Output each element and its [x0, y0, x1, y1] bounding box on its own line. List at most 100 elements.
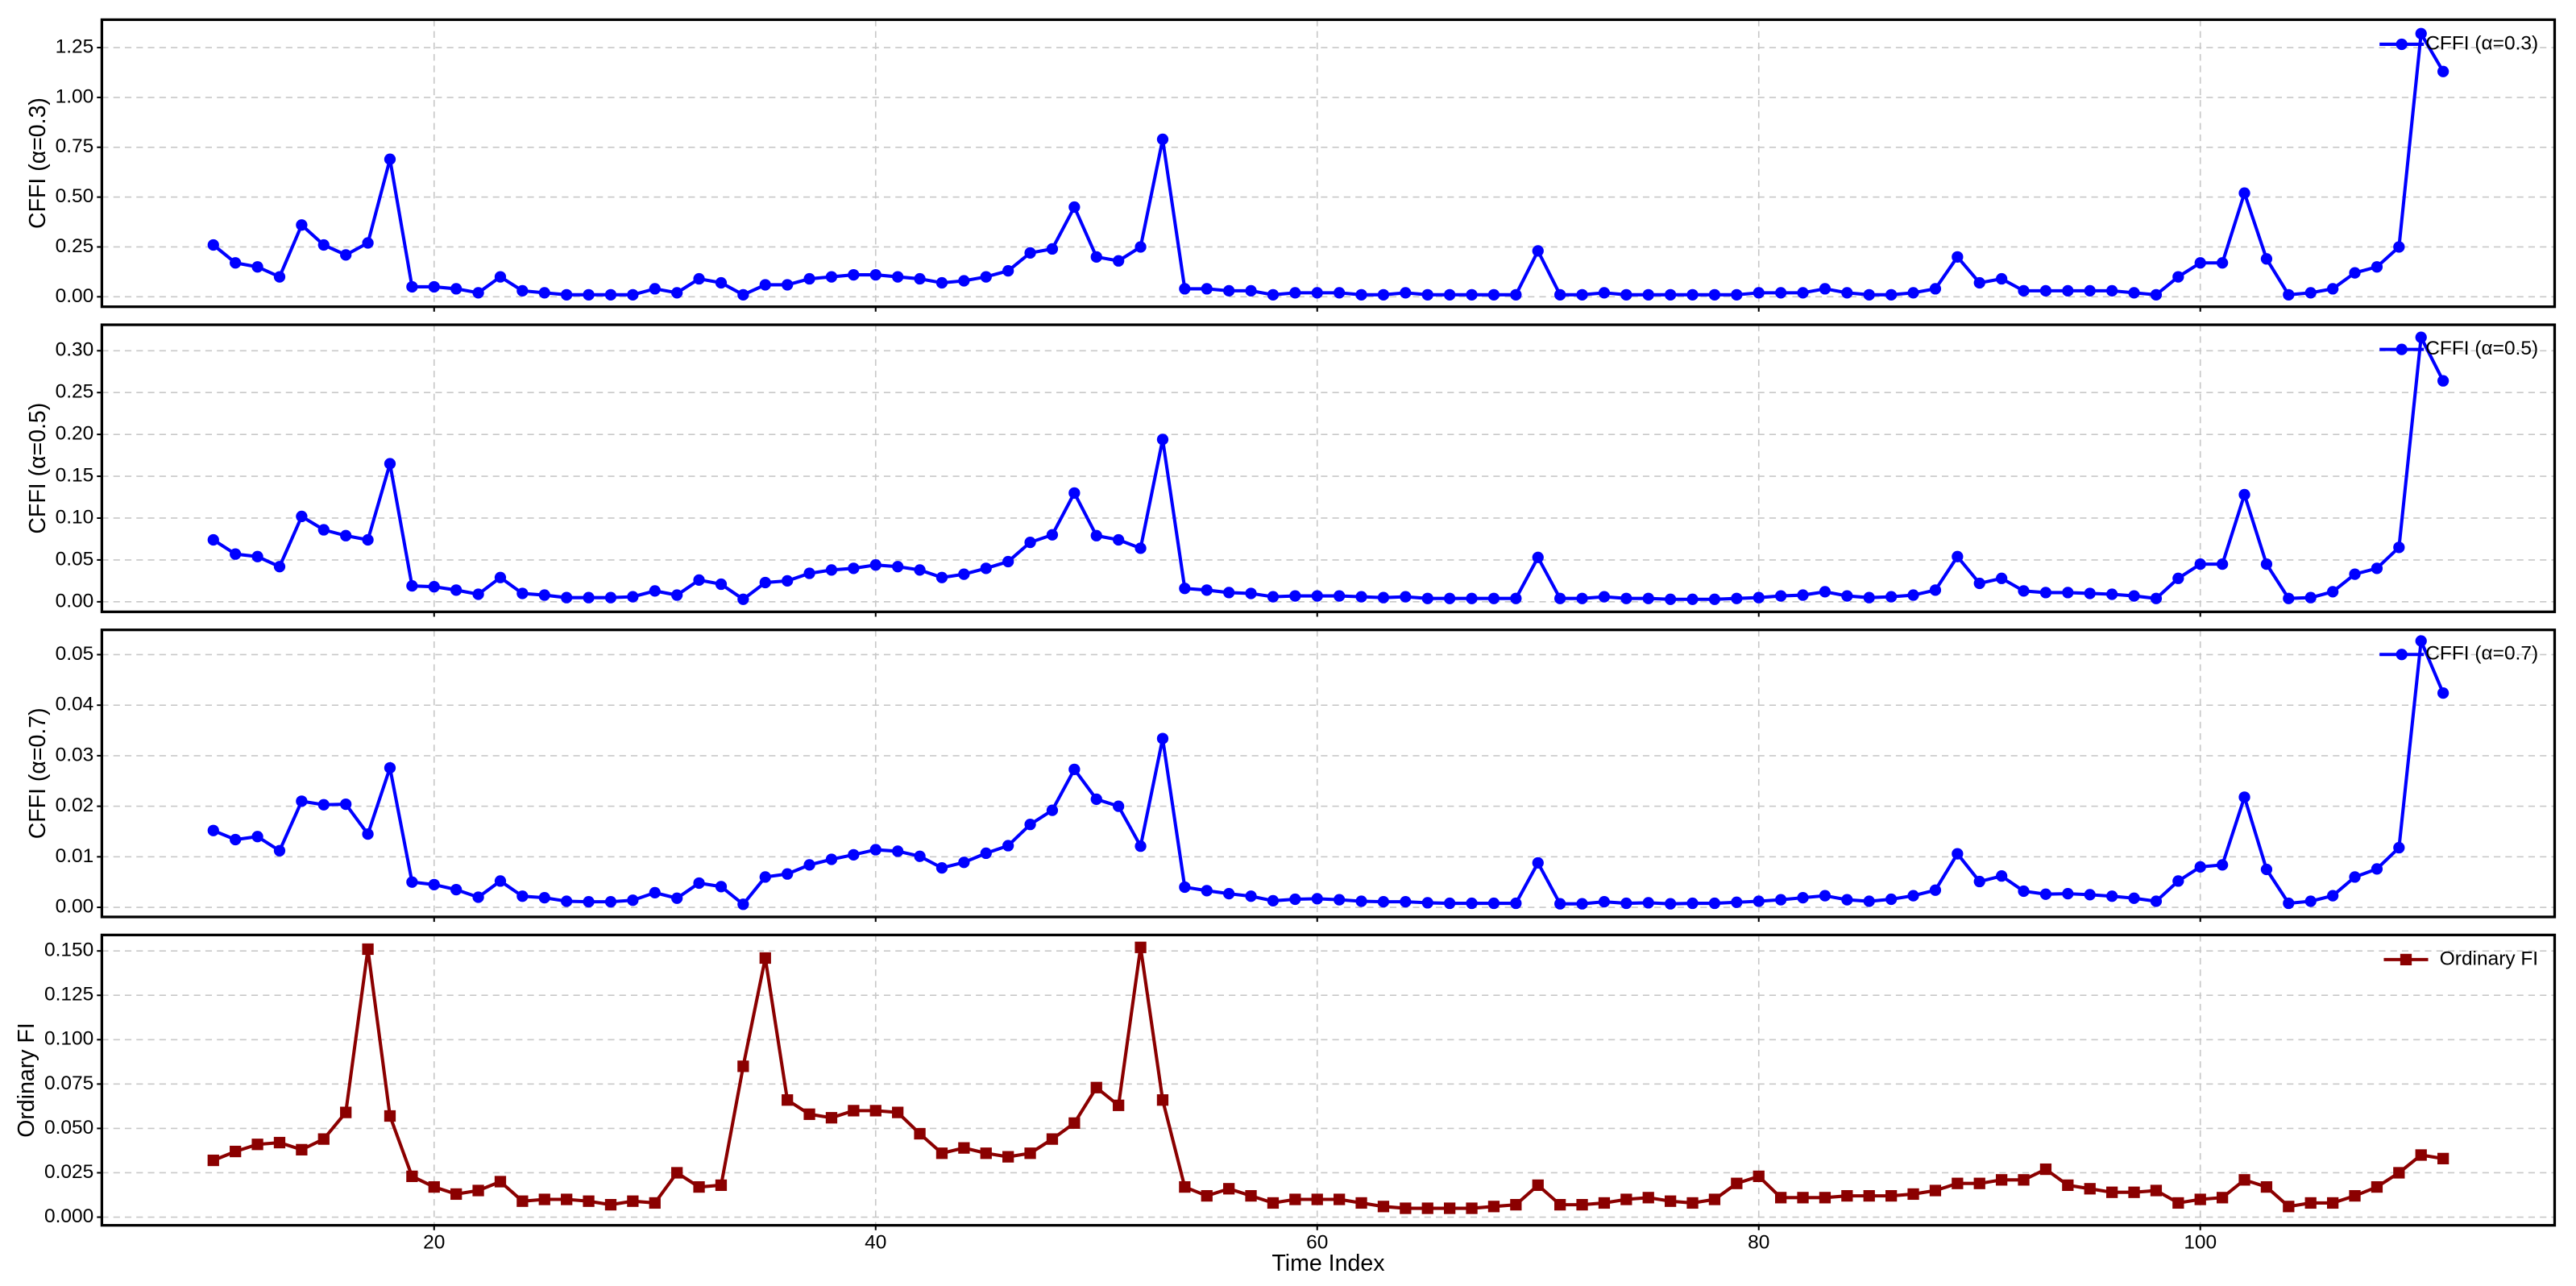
marker: [715, 1179, 728, 1192]
marker: [1973, 875, 1985, 888]
marker: [1598, 287, 1611, 299]
marker: [296, 219, 308, 231]
marker: [1797, 1192, 1809, 1204]
marker: [538, 589, 550, 601]
marker: [2039, 284, 2052, 297]
marker: [1708, 593, 1721, 605]
marker: [1863, 591, 1875, 604]
marker: [1996, 1174, 2008, 1186]
marker: [538, 1193, 550, 1205]
marker: [693, 574, 705, 586]
marker: [2150, 288, 2163, 301]
marker: [1708, 897, 1721, 910]
axes-frame: [100, 18, 2557, 309]
x-tick-label: 60: [1306, 1232, 1328, 1254]
marker: [1113, 800, 1125, 812]
y-tick-label: 0.10: [56, 506, 94, 528]
y-tick-label: 0.05: [56, 643, 94, 665]
marker: [1576, 288, 1588, 301]
marker: [2349, 1189, 2361, 1202]
marker: [2415, 1149, 2427, 1161]
marker: [980, 271, 992, 283]
marker: [1665, 1195, 1677, 1207]
marker: [825, 1112, 838, 1124]
marker: [935, 862, 948, 874]
marker: [2084, 587, 2096, 599]
marker: [693, 272, 705, 285]
marker: [1797, 892, 1809, 904]
marker: [2283, 592, 2295, 604]
marker: [2172, 875, 2184, 887]
y-tick-label: 0.15: [56, 465, 94, 487]
marker: [1665, 898, 1677, 910]
marker: [516, 587, 529, 599]
x-tick-label: 100: [2184, 1232, 2217, 1254]
marker: [494, 1176, 507, 1188]
y-axis-label: CFFI (α=0.3): [25, 97, 51, 229]
marker: [1642, 592, 1654, 604]
marker: [1532, 1179, 1544, 1192]
marker: [782, 575, 794, 587]
y-tick-label: 0.50: [56, 185, 94, 207]
marker: [1002, 840, 1014, 852]
marker: [2349, 871, 2361, 883]
marker: [935, 276, 948, 289]
marker: [406, 876, 418, 888]
marker: [1466, 1202, 1478, 1214]
marker: [1598, 591, 1611, 603]
marker: [1267, 591, 1280, 603]
y-tick-label: 0.125: [44, 984, 93, 1006]
marker: [1377, 591, 1390, 604]
y-axis-label: CFFI (α=0.7): [25, 707, 51, 839]
marker: [1311, 287, 1323, 299]
marker: [693, 877, 705, 890]
marker: [892, 561, 904, 573]
marker: [914, 564, 926, 576]
marker: [1708, 1193, 1721, 1205]
marker: [2349, 267, 2361, 279]
marker: [2216, 859, 2229, 871]
marker: [230, 548, 242, 560]
y-tick-label: 0.04: [56, 694, 94, 716]
marker: [2105, 588, 2118, 600]
marker: [2039, 1163, 2052, 1176]
marker: [1554, 288, 1566, 301]
axes-frame: [100, 323, 2557, 613]
y-tick-label: 0.02: [56, 794, 94, 816]
y-tick-label: 0.075: [44, 1072, 93, 1094]
marker: [1841, 894, 1853, 906]
y-tick-label: 0.75: [56, 135, 94, 157]
marker: [317, 239, 330, 251]
y-tick-label: 0.25: [56, 235, 94, 257]
marker: [803, 272, 815, 285]
legend-label: CFFI (α=0.5): [2425, 338, 2538, 359]
subplot: 0.00 0.01 0.02 0.03 0.04 0.05 CFFI (α=0.7) CFFI…: [25, 628, 2557, 923]
marker: [693, 1180, 705, 1193]
marker: [1487, 1201, 1500, 1213]
marker: [1400, 591, 1412, 603]
marker: [2194, 558, 2206, 570]
marker: [362, 828, 374, 840]
marker: [2415, 27, 2427, 39]
marker: [980, 562, 992, 575]
marker: [362, 533, 374, 546]
marker: [1907, 1188, 1919, 1201]
marker: [251, 1139, 263, 1151]
marker: [1311, 590, 1323, 602]
marker: [207, 239, 219, 251]
marker: [450, 883, 463, 896]
marker: [892, 1106, 904, 1118]
marker: [583, 1195, 595, 1207]
marker: [1046, 243, 1059, 255]
marker: [2283, 1201, 2295, 1213]
marker: [1377, 896, 1390, 908]
marker: [914, 272, 926, 285]
marker: [1068, 487, 1081, 499]
marker: [1267, 288, 1280, 301]
marker: [1554, 592, 1566, 604]
marker: [1487, 288, 1500, 301]
marker: [1996, 572, 2008, 584]
marker: [384, 458, 396, 470]
marker: [2062, 284, 2074, 297]
